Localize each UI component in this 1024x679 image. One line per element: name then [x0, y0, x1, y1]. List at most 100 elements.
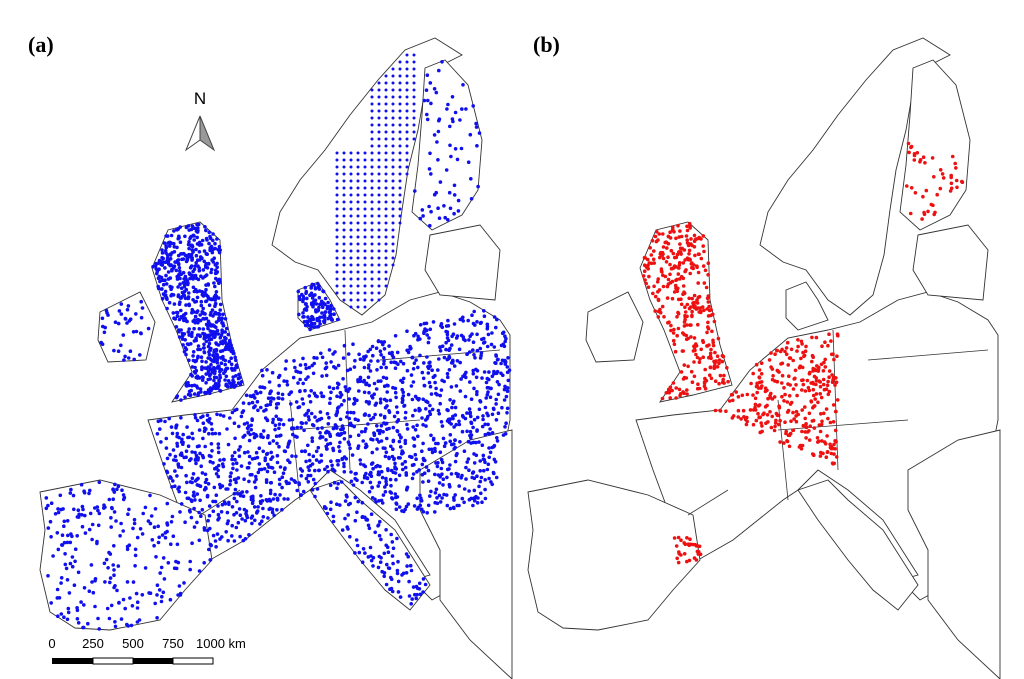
station-dot — [272, 470, 277, 475]
station-dot — [87, 589, 92, 593]
station-dot — [384, 256, 388, 260]
station-dot — [339, 403, 344, 407]
station-dot — [383, 422, 388, 426]
station-dot — [452, 442, 456, 446]
station-dot — [214, 320, 219, 324]
station-dot — [440, 496, 444, 500]
station-dot — [500, 405, 504, 410]
station-dot — [161, 590, 166, 595]
station-dot — [401, 361, 406, 366]
station-dot — [366, 422, 370, 426]
station-dot — [330, 318, 335, 322]
station-dot — [192, 267, 197, 272]
station-dot — [444, 324, 449, 328]
station-dot — [133, 553, 138, 558]
station-dot — [211, 353, 215, 358]
station-dot — [87, 527, 92, 532]
station-dot — [807, 371, 812, 376]
station-dot — [349, 305, 353, 309]
station-dot — [685, 388, 689, 392]
country-outline — [585, 291, 644, 363]
station-dot — [445, 371, 450, 376]
station-dot — [196, 320, 200, 325]
station-dot — [184, 352, 188, 357]
station-dot — [379, 365, 384, 370]
station-dot — [786, 363, 790, 367]
station-dot — [428, 151, 432, 156]
station-dot — [799, 339, 804, 344]
station-dot — [342, 186, 346, 190]
station-dot — [503, 425, 507, 429]
station-dot — [418, 493, 422, 498]
station-dot — [335, 200, 339, 204]
station-dot — [119, 521, 123, 526]
station-dot — [433, 449, 437, 454]
station-dot — [420, 449, 424, 454]
station-dot — [711, 343, 716, 348]
station-dot — [412, 60, 416, 64]
station-dot — [113, 482, 117, 487]
station-dot — [697, 544, 702, 549]
station-dot — [741, 408, 746, 413]
station-dot — [361, 439, 366, 443]
station-dot — [660, 304, 665, 309]
station-dot — [685, 238, 689, 242]
station-dot — [377, 214, 381, 218]
station-dot — [221, 414, 226, 418]
station-dot — [687, 252, 691, 256]
station-dot — [507, 368, 512, 373]
station-dot — [480, 376, 484, 380]
station-dot — [478, 459, 483, 463]
station-dot — [756, 411, 760, 416]
station-dot — [446, 102, 450, 107]
station-dot — [199, 299, 204, 304]
station-dot — [363, 207, 367, 211]
station-dot — [391, 438, 396, 443]
station-dot — [148, 493, 152, 498]
station-dot — [270, 370, 275, 375]
station-dot — [192, 506, 196, 511]
station-dot — [384, 81, 388, 85]
station-dot — [197, 243, 202, 247]
station-dot — [364, 382, 368, 387]
station-dot — [775, 348, 779, 353]
station-dot — [401, 376, 406, 381]
station-dot — [102, 561, 107, 566]
station-dot — [412, 102, 416, 106]
station-dot — [134, 329, 139, 334]
station-dot — [277, 383, 282, 388]
station-dot — [315, 487, 320, 491]
station-dot — [922, 210, 926, 215]
station-dot — [391, 228, 395, 232]
station-dot — [232, 385, 237, 389]
station-dot — [194, 247, 198, 252]
station-dot — [363, 256, 367, 260]
station-dot — [418, 337, 422, 341]
station-dot — [224, 366, 229, 371]
station-dot — [377, 200, 381, 204]
station-dot — [219, 510, 224, 514]
station-dot — [252, 480, 257, 484]
station-dot — [370, 291, 374, 295]
station-dot — [425, 112, 429, 117]
station-dot — [818, 392, 822, 396]
station-dot — [377, 270, 381, 274]
station-dot — [195, 222, 199, 227]
station-dot — [690, 243, 694, 248]
station-dot — [234, 511, 239, 515]
station-dot — [73, 559, 77, 564]
station-dot — [218, 485, 223, 490]
station-dot — [82, 489, 86, 494]
station-dot — [204, 236, 209, 241]
station-dot — [197, 444, 201, 448]
arrow-right — [199, 115, 216, 152]
station-dot — [660, 396, 665, 401]
station-dot — [949, 175, 953, 180]
station-dot — [398, 137, 402, 141]
station-dot — [666, 387, 671, 392]
station-dot — [297, 405, 302, 409]
station-dot — [405, 144, 409, 148]
station-dot — [477, 407, 482, 412]
station-dot — [218, 308, 222, 312]
station-dot — [794, 409, 799, 414]
